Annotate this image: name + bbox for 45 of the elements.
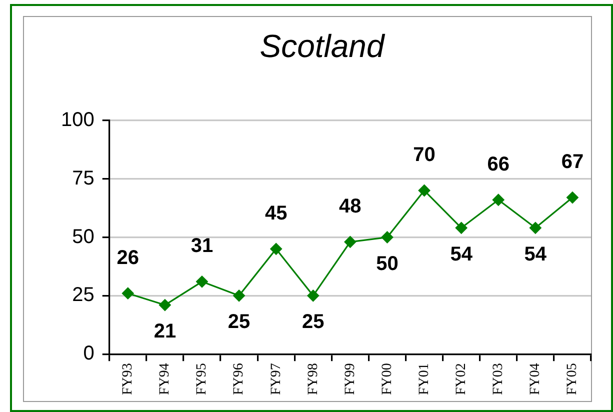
point	[529, 222, 542, 234]
point	[158, 299, 171, 312]
data-label: 54	[450, 243, 474, 266]
point	[196, 276, 208, 288]
x-tick-label: FY98	[306, 363, 321, 396]
y-tick-label: 25	[72, 284, 94, 306]
x-tick-label: FY96	[232, 363, 247, 396]
data-label: 25	[228, 311, 250, 334]
y-tick-label: 50	[72, 226, 94, 248]
data-label: 25	[302, 311, 324, 334]
data-label: 54	[524, 243, 548, 266]
x-tick-label: FY94	[158, 363, 173, 396]
data-label: 67	[561, 151, 584, 174]
point	[122, 287, 134, 300]
point	[233, 290, 246, 302]
chart-title: Scotland	[260, 28, 386, 64]
point	[270, 242, 282, 255]
x-tick-label: FY01	[416, 363, 432, 396]
x-tick-label: FY93	[120, 363, 136, 396]
data-label: 31	[190, 235, 214, 258]
data-label: 66	[487, 153, 510, 176]
point	[455, 222, 468, 234]
x-tick-label: FY99	[342, 363, 358, 396]
x-tick-label: FY05	[565, 363, 580, 396]
point	[381, 231, 394, 244]
x-tick-label: FY95	[194, 363, 210, 396]
point	[418, 184, 430, 197]
x-tick-label: FY00	[380, 363, 395, 396]
y-tick-label: 0	[83, 342, 94, 365]
x-tick-label: FY03	[491, 363, 506, 396]
point	[344, 236, 356, 248]
data-label: 48	[339, 195, 362, 218]
x-tick-label: FY04	[528, 363, 544, 396]
data-label: 26	[116, 246, 140, 269]
y-tick-label: 100	[60, 108, 94, 131]
point	[566, 192, 578, 204]
data-label: 70	[413, 144, 436, 166]
data-label: 21	[154, 320, 176, 343]
data-label: 45	[264, 202, 288, 224]
y-tick-label: 75	[72, 167, 94, 190]
point	[307, 290, 320, 302]
data-label: 50	[376, 252, 398, 275]
point	[492, 194, 504, 206]
x-tick-label: FY97	[268, 363, 284, 396]
x-tick-label: FY02	[454, 363, 469, 396]
